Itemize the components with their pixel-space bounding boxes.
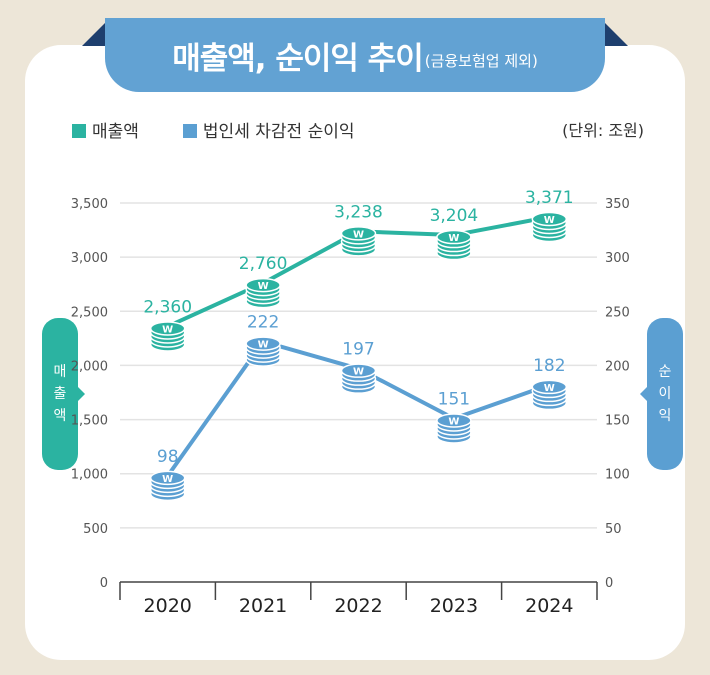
axis-label-char: 이 bbox=[658, 386, 672, 402]
left-tick-label: 3,500 bbox=[71, 197, 108, 212]
coin bbox=[149, 321, 186, 336]
legend-item-revenue: 매출액 bbox=[72, 117, 139, 142]
right-tick-label: 350 bbox=[605, 197, 630, 212]
axis-label-char: 출 bbox=[53, 386, 67, 402]
left-tick-label: 2,000 bbox=[71, 359, 108, 374]
left-tick-label: 2,500 bbox=[71, 305, 108, 320]
data-label: 2,760 bbox=[239, 254, 288, 274]
chart-title: 매출액, 순이익 추이 bbox=[172, 40, 424, 77]
chart-card bbox=[25, 45, 685, 660]
left-tick-label: 1,000 bbox=[71, 468, 108, 483]
data-label: 182 bbox=[533, 356, 565, 376]
won-symbol: W bbox=[162, 324, 173, 335]
title-banner: 매출액, 순이익 추이 (금융보험업 제외) bbox=[105, 18, 605, 92]
right-tick-label: 200 bbox=[605, 359, 630, 374]
data-label: 3,371 bbox=[525, 188, 574, 208]
coin-stack-icon: W bbox=[245, 277, 281, 309]
coin-stack-icon: W bbox=[436, 229, 472, 261]
legend-label: 법인세 차감전 순이익 bbox=[202, 122, 355, 142]
unit-label: (단위: 조원) bbox=[562, 121, 644, 140]
coin-stack-icon: W bbox=[340, 226, 377, 257]
coin-stack-icon: W bbox=[340, 363, 377, 394]
coin bbox=[340, 226, 377, 241]
right-tick-label: 100 bbox=[605, 468, 630, 483]
won-symbol: W bbox=[448, 416, 459, 427]
axis-label-char: 순 bbox=[658, 364, 672, 380]
right-axis-label: 순 이 익 bbox=[640, 318, 683, 470]
coin-stack-icon: W bbox=[531, 211, 568, 243]
coin-stack-icon: W bbox=[149, 321, 186, 352]
coin bbox=[436, 413, 472, 428]
data-label: 3,204 bbox=[430, 206, 479, 226]
legend-item-profit: 법인세 차감전 순이익 bbox=[182, 117, 355, 142]
coin bbox=[149, 470, 186, 486]
coin-stack-icon: W bbox=[436, 413, 472, 444]
won-symbol: W bbox=[258, 281, 269, 292]
data-label: 197 bbox=[342, 340, 374, 360]
right-tick-label: 0 bbox=[605, 576, 613, 591]
x-tick-label: 2022 bbox=[334, 595, 382, 617]
left-tick-label: 0 bbox=[100, 576, 108, 591]
coin-stack-icon: W bbox=[531, 379, 568, 411]
legend-label: 매출액 bbox=[92, 122, 139, 142]
axis-label-char: 매 bbox=[53, 364, 67, 380]
chart-subtitle: (금융보험업 제외) bbox=[424, 51, 538, 70]
x-tick-label: 2020 bbox=[144, 595, 192, 617]
left-axis-label: 매 출 액 bbox=[42, 318, 85, 470]
data-label: 98 bbox=[157, 447, 179, 467]
coin bbox=[340, 363, 377, 378]
data-label: 2,360 bbox=[143, 297, 192, 317]
legend: 매출액 법인세 차감전 순이익 bbox=[72, 117, 355, 142]
right-tick-label: 150 bbox=[605, 414, 630, 429]
right-tick-label: 250 bbox=[605, 305, 630, 320]
won-symbol: W bbox=[544, 215, 555, 226]
legend-swatch bbox=[182, 124, 197, 138]
coin bbox=[436, 229, 472, 245]
axis-label-char: 익 bbox=[658, 408, 672, 424]
coin-stack-icon: W bbox=[149, 470, 186, 502]
series-line-profit bbox=[166, 339, 550, 478]
won-symbol: W bbox=[448, 233, 459, 244]
won-symbol: W bbox=[162, 474, 173, 485]
right-tick-label: 50 bbox=[605, 522, 622, 537]
legend-swatch bbox=[72, 124, 86, 138]
won-symbol: W bbox=[258, 340, 269, 351]
coin bbox=[245, 277, 281, 293]
ribbon-left bbox=[82, 22, 106, 46]
coin bbox=[531, 379, 568, 395]
x-tick-label: 2023 bbox=[430, 595, 478, 617]
left-tick-label: 500 bbox=[83, 522, 108, 537]
right-tick-label: 300 bbox=[605, 251, 630, 266]
axis-label-char: 액 bbox=[53, 408, 67, 424]
left-tick-label: 1,500 bbox=[71, 414, 108, 429]
data-label: 3,238 bbox=[334, 202, 383, 222]
left-tick-label: 3,000 bbox=[71, 251, 108, 266]
won-symbol: W bbox=[353, 229, 364, 240]
ribbon-right bbox=[604, 22, 628, 46]
won-symbol: W bbox=[544, 383, 555, 394]
data-label: 151 bbox=[438, 389, 470, 409]
x-tick-label: 2024 bbox=[525, 595, 573, 617]
won-symbol: W bbox=[353, 367, 364, 378]
coin bbox=[245, 336, 281, 351]
x-tick-label: 2021 bbox=[239, 595, 287, 617]
coin-stack-icon: W bbox=[245, 336, 281, 367]
coin bbox=[531, 211, 568, 227]
data-label: 222 bbox=[247, 313, 279, 333]
